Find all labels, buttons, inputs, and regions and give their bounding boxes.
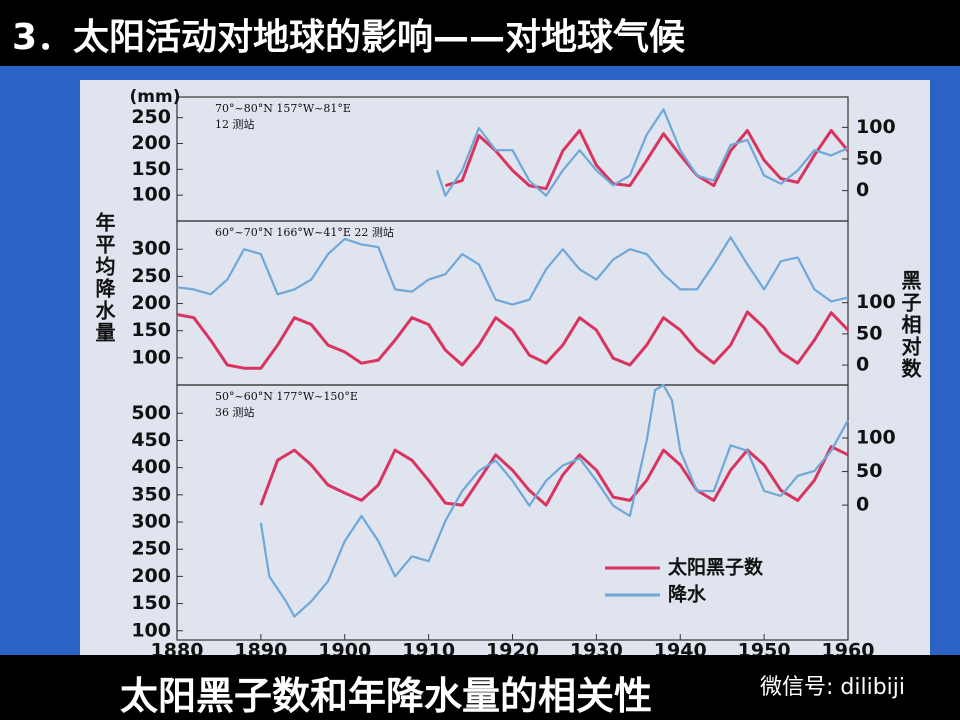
y-tick-label: 450: [131, 429, 171, 451]
x-tick-label: 1950: [738, 640, 791, 656]
y-tick-label: 100: [131, 346, 171, 368]
y-tick-label: 100: [131, 619, 171, 641]
y2-tick-label: 100: [856, 291, 896, 313]
y-tick-label: 200: [131, 292, 171, 314]
panel-note: 36 测站: [215, 405, 255, 419]
y-tick-label: 400: [131, 456, 171, 478]
x-tick-label: 1910: [402, 640, 455, 656]
y-tick-label: 300: [131, 238, 171, 260]
series-line: [176, 236, 849, 306]
slide-title: 3．太阳活动对地球的影响——对地球气候: [12, 17, 686, 58]
x-tick-label: 1960: [822, 640, 875, 656]
y-tick-label: 350: [131, 483, 171, 505]
y2-tick-label: 0: [856, 494, 869, 516]
x-tick-label: 1940: [654, 640, 707, 656]
chart-panel: 100 150 200 250 0 50 100 70°~80°N 157°W~81°E 12 …: [80, 80, 930, 655]
y-tick-label: 250: [131, 106, 171, 128]
panel-note: 50°~60°N 177°W~150°E: [215, 390, 358, 403]
panel-note: 12 测站: [215, 117, 255, 131]
y2-tick-label: 100: [856, 427, 896, 449]
legend-label: 降水: [668, 583, 707, 606]
x-tick-label: 1890: [234, 640, 287, 656]
y2-tick-label: 0: [856, 354, 869, 376]
y-tick-label: 250: [131, 265, 171, 287]
caption-bar: 太阳黑子数和年降水量的相关性 微信号: dilibiji: [0, 655, 960, 720]
y-tick-label: 150: [131, 319, 171, 341]
chart: 100 150 200 250 0 50 100 70°~80°N 157°W~81°E 12 …: [130, 87, 896, 656]
x-tick-label: 1920: [486, 640, 539, 656]
x-tick-label: 1880: [151, 640, 204, 656]
y2-tick-label: 0: [856, 179, 869, 201]
y2-axis-label: 黑子相对数: [898, 270, 922, 380]
series-line: [176, 310, 850, 370]
y-tick-label: 200: [131, 132, 171, 154]
y-tick-label: 150: [131, 158, 171, 180]
caption: 太阳黑子数和年降水量的相关性: [120, 674, 653, 718]
y2-tick-label: 100: [856, 116, 896, 138]
y2-tick-label: 50: [856, 322, 882, 344]
y-tick-label: 250: [131, 538, 171, 560]
title-bar: 3．太阳活动对地球的影响——对地球气候: [0, 0, 960, 66]
plot-frame: [176, 220, 849, 386]
x-tick-label: 1900: [318, 640, 371, 656]
series-line: [259, 445, 849, 507]
x-tick-label: 1930: [570, 640, 623, 656]
y2-tick-label: 50: [856, 148, 882, 170]
legend-label: 太阳黑子数: [668, 556, 764, 579]
series-line: [259, 383, 849, 618]
y2-tick-label: 50: [856, 460, 882, 482]
plot-frame: [176, 96, 849, 222]
plot-frame: [176, 384, 849, 641]
series-line: [435, 108, 849, 197]
y-tick-label: 200: [131, 565, 171, 587]
panel-note: 70°~80°N 157°W~81°E: [215, 102, 351, 115]
y-tick-label: 300: [131, 511, 171, 533]
series-line: [444, 129, 850, 191]
panel-note: 60°~70°N 166°W~41°E 22 测站: [215, 225, 394, 239]
y-tick-label: 100: [131, 184, 171, 206]
watermark: 微信号: dilibiji: [760, 675, 906, 700]
y-axis-label: 年平均降水量: [92, 212, 116, 344]
y-tick-label: 500: [131, 402, 171, 424]
y-unit: (mm): [130, 87, 181, 107]
y-tick-label: 150: [131, 592, 171, 614]
